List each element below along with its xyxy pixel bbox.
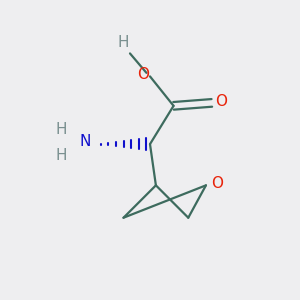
Text: O: O (215, 94, 227, 109)
Text: H: H (56, 148, 68, 164)
Text: H: H (118, 35, 129, 50)
Text: O: O (211, 176, 223, 191)
Text: O: O (136, 68, 148, 82)
Text: N: N (80, 134, 91, 149)
Text: H: H (56, 122, 68, 137)
